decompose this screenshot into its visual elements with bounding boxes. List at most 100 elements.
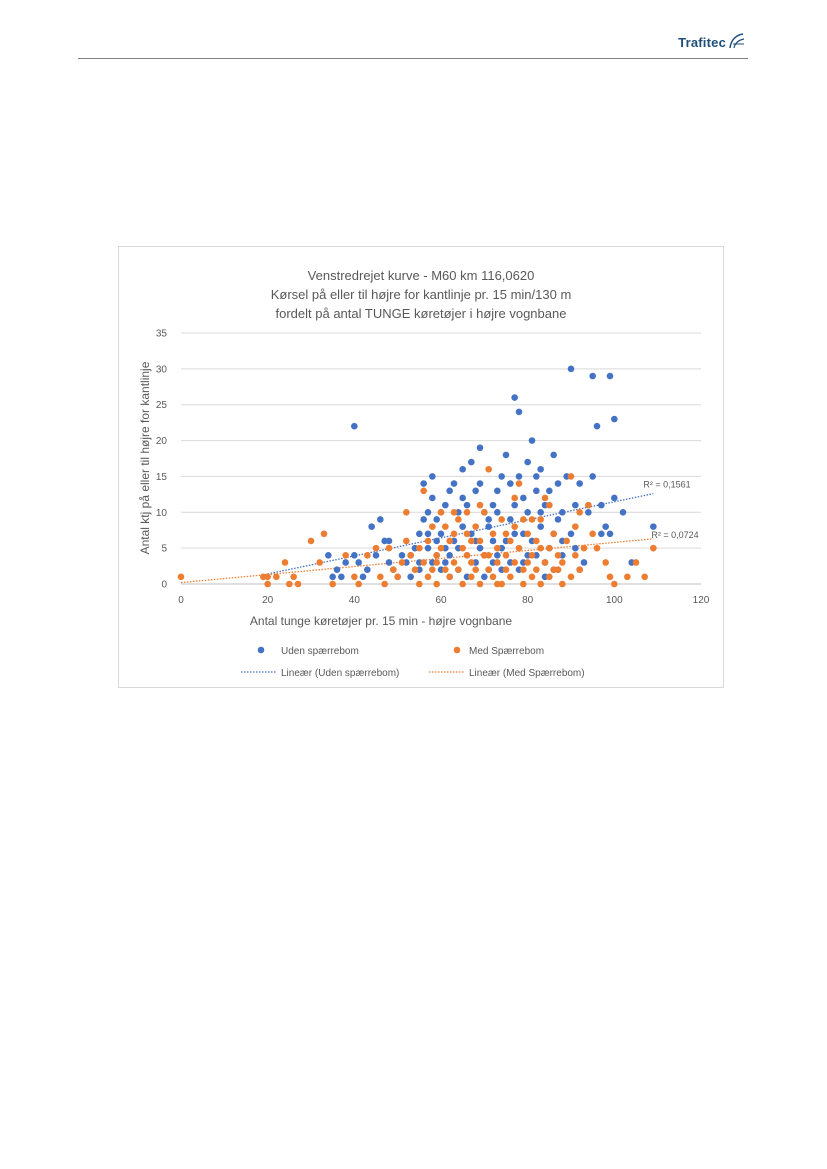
point-med [507,573,514,581]
point-med [537,516,544,523]
point-uden [598,501,605,509]
point-med [273,573,280,581]
y-tick-label: 35 [156,329,168,340]
point-med [593,544,601,552]
point-med [429,566,436,573]
point-med [390,566,397,573]
point-uden [446,552,453,559]
point-med [342,552,349,559]
point-uden [593,422,601,430]
point-med [520,516,527,523]
point-med [511,523,518,530]
point-med [403,537,410,545]
point-med [450,530,458,538]
point-uden [442,559,449,566]
point-med [511,494,518,502]
point-uden [377,516,384,523]
point-uden [515,473,523,480]
point-uden [429,494,436,502]
point-med [489,530,497,538]
point-med [589,530,596,538]
point-med [307,537,315,545]
point-uden [424,508,432,516]
point-med [533,537,540,545]
point-uden [611,415,618,423]
point-med [286,580,293,588]
legend-label-uden: Uden spærrebom [281,646,359,657]
point-uden [520,494,527,502]
point-med [554,566,562,573]
point-med [541,494,549,502]
point-med [494,580,501,588]
y-tick-label: 30 [156,364,168,375]
point-uden [385,559,393,566]
point-med [563,537,570,545]
point-uden [498,473,505,480]
y-tick-label: 25 [156,400,168,411]
point-med [463,508,471,516]
x-tick-labels: 0 20 40 60 80 100 120 [178,595,710,606]
point-med [472,566,479,573]
point-med [624,573,631,581]
point-med [429,523,436,530]
data-points [177,365,657,588]
legend-trend-label-med: Lineær (Med Spærrebom) [469,668,585,679]
point-uden [459,465,466,473]
legend-marker-med [453,646,461,654]
point-med [559,580,566,588]
point-med [416,580,423,588]
logo-text: Trafitec [678,34,726,50]
point-med [602,559,609,566]
point-med [537,580,544,588]
point-uden [342,559,349,566]
point-med [385,544,393,552]
point-med [546,501,553,509]
point-uden [424,530,432,538]
point-uden [554,516,562,523]
point-uden [546,487,553,495]
point-uden [507,480,514,487]
point-uden [528,437,536,444]
point-med [528,552,536,559]
point-med [541,559,549,566]
point-uden [459,523,466,530]
point-med [632,559,640,566]
point-med [485,465,492,473]
chart-title-line-3: fordelt på antal TUNGE køretøjer i højre… [276,306,567,321]
point-uden [463,501,471,509]
point-med [424,573,432,581]
point-med [372,544,380,552]
x-tick-label: 20 [262,595,274,606]
point-med [567,473,575,480]
point-uden [364,566,371,573]
point-med [641,573,648,581]
point-med [294,580,302,588]
point-uden [429,473,436,480]
point-uden [576,480,583,487]
point-med [394,573,401,581]
point-uden [589,473,596,480]
point-uden [329,573,336,581]
point-med [455,516,462,523]
point-med [481,508,488,516]
point-med [351,573,358,581]
point-uden [476,544,484,552]
point-uden [372,552,380,559]
point-med [537,544,544,552]
point-uden [420,480,427,487]
point-uden [485,516,492,523]
point-uden [325,552,332,559]
point-uden [355,559,362,566]
point-med [489,573,497,581]
point-med [281,559,289,566]
y-tick-label: 10 [156,508,168,519]
point-uden [485,523,492,530]
point-med [554,552,562,559]
point-med [468,559,475,566]
point-uden [494,552,501,559]
point-med [515,480,523,487]
point-uden [359,573,367,581]
point-uden [550,451,557,459]
y-tick-label: 20 [156,436,168,447]
y-tick-label: 5 [161,544,167,555]
